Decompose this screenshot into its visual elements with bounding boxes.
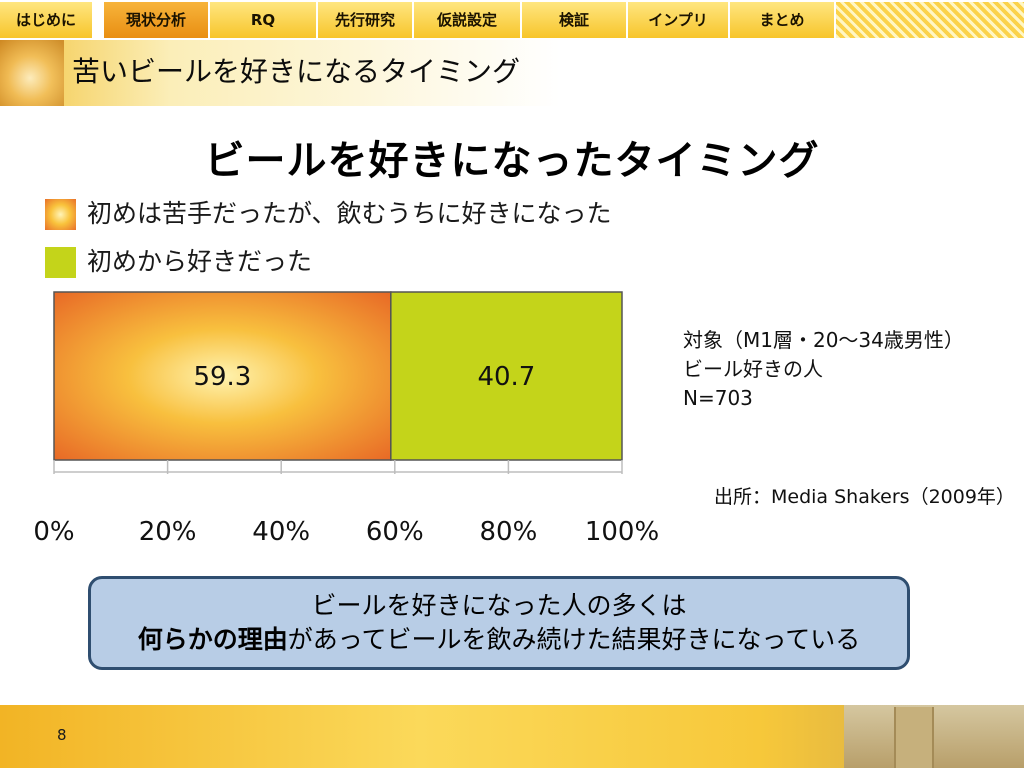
chart-title: ビールを好きになったタイミング: [204, 138, 820, 184]
legend-swatch-green: [45, 247, 76, 278]
tab-prior-research[interactable]: 先行研究: [318, 2, 412, 38]
bar-segment-1: [53, 291, 392, 461]
nav-top-gap: [0, 0, 1024, 2]
top-navigation: はじめに 現状分析 RQ 先行研究 仮説設定 検証 インプリ まとめ: [0, 0, 1024, 40]
x-tick-label-5: 100%: [585, 517, 659, 547]
beer-photo: [0, 40, 64, 106]
x-tick-label-1: 20%: [139, 517, 197, 547]
footer-band: [0, 705, 1024, 768]
tab-summary[interactable]: まとめ: [730, 2, 834, 38]
conclusion-box: ビールを好きになった人の多くは 何らかの理由があってビールを飲み続けた結果好きに…: [88, 576, 910, 670]
x-tick-label-3: 60%: [366, 517, 424, 547]
source-citation: 出所：Media Shakers（2009年）: [714, 486, 1015, 508]
nav-decoration: [836, 2, 1024, 38]
survey-notes: 対象（M1層・20～34歳男性） ビール好きの人 N=703: [683, 326, 964, 413]
bar-value-label-1: 59.3: [193, 362, 251, 392]
tab-current-analysis[interactable]: 現状分析: [104, 2, 208, 38]
tab-implications[interactable]: インプリ: [628, 2, 728, 38]
conclusion-line-2: 何らかの理由があってビールを飲み続けた結果好きになっている: [91, 623, 907, 657]
tower-shape: [894, 707, 934, 768]
x-tick-label-0: 0%: [33, 517, 74, 547]
conclusion-line-1: ビールを好きになった人の多くは: [311, 591, 687, 620]
tab-hypothesis[interactable]: 仮説設定: [414, 2, 520, 38]
note-sample-size: N=703: [683, 386, 753, 410]
building-photo: [844, 705, 1024, 768]
bar-value-label-2: 40.7: [477, 362, 535, 392]
tab-verification[interactable]: 検証: [522, 2, 626, 38]
note-target: 対象（M1層・20～34歳男性）: [683, 328, 964, 352]
stacked-bar-chart: 59.3 40.7 0% 20% 40% 60% 80% 100%: [33, 291, 659, 547]
x-tick-label-2: 40%: [252, 517, 310, 547]
x-tick-label-4: 80%: [480, 517, 538, 547]
tab-introduction[interactable]: はじめに: [0, 2, 92, 38]
note-subjects: ビール好きの人: [683, 357, 823, 381]
conclusion-emphasis: 何らかの理由: [137, 625, 288, 654]
legend-label: 初めは苦手だったが、飲むうちに好きになった: [87, 199, 612, 228]
bar-segment-2: [390, 291, 623, 461]
legend-swatch-orange: [45, 199, 76, 230]
page-number: 8: [57, 726, 67, 744]
legend-label: 初めから好きだった: [87, 247, 313, 276]
tab-rq[interactable]: RQ: [210, 2, 316, 38]
conclusion-text: があってビールを飲み続けた結果好きになっている: [287, 625, 861, 654]
header-band: [0, 40, 1024, 106]
page-title: 苦いビールを好きになるタイミング: [72, 55, 521, 88]
